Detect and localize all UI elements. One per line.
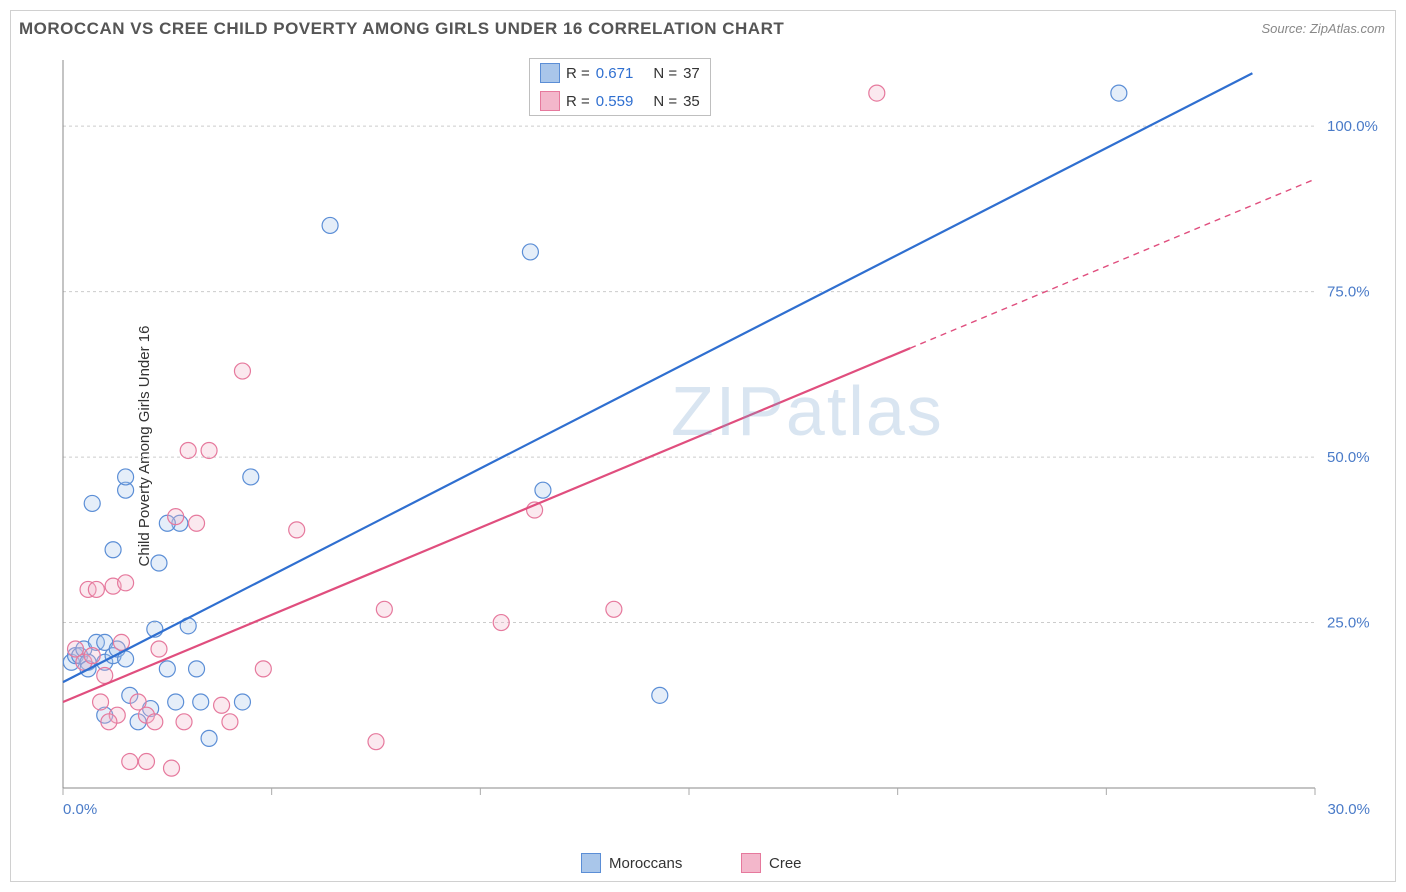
y-tick-label: 50.0%	[1327, 449, 1370, 466]
scatter-point	[1111, 85, 1127, 101]
source-label: Source: ZipAtlas.com	[1261, 21, 1385, 36]
scatter-point	[176, 714, 192, 730]
legend-label: Cree	[769, 855, 802, 872]
scatter-point	[652, 687, 668, 703]
scatter-point	[159, 661, 175, 677]
scatter-point	[93, 694, 109, 710]
scatter-point	[222, 714, 238, 730]
legend-r-value: 0.671	[596, 65, 634, 82]
scatter-point	[164, 760, 180, 776]
scatter-point	[255, 661, 271, 677]
legend-swatch	[540, 63, 560, 83]
legend-swatch	[540, 91, 560, 111]
legend-label: Moroccans	[609, 855, 682, 872]
y-tick-label: 25.0%	[1327, 615, 1370, 632]
scatter-point	[289, 522, 305, 538]
scatter-point	[376, 601, 392, 617]
scatter-point	[151, 641, 167, 657]
scatter-point	[869, 85, 885, 101]
scatter-point	[105, 542, 121, 558]
plot-area: 25.0% 50.0% 75.0% 100.0% 0.0% 30.0%	[59, 56, 1385, 828]
legend-item-moroccans: Moroccans	[581, 853, 682, 873]
scatter-point	[522, 244, 538, 260]
scatter-point	[118, 575, 134, 591]
scatter-point	[234, 363, 250, 379]
scatter-point	[193, 694, 209, 710]
y-tick-label: 75.0%	[1327, 284, 1370, 301]
scatter-point	[151, 555, 167, 571]
scatter-point	[168, 509, 184, 525]
scatter-point	[147, 714, 163, 730]
chart-svg: 25.0% 50.0% 75.0% 100.0% 0.0% 30.0%	[59, 56, 1385, 828]
legend-r-label: R =	[566, 65, 590, 82]
scatter-point	[606, 601, 622, 617]
scatter-point	[214, 697, 230, 713]
scatter-point	[180, 442, 196, 458]
legend-n-value: 35	[683, 93, 700, 110]
scatter-point	[138, 754, 154, 770]
scatter-point	[88, 581, 104, 597]
scatter-point	[189, 515, 205, 531]
scatter-point	[113, 634, 129, 650]
scatter-point	[84, 648, 100, 664]
legend-n-label: N =	[653, 93, 677, 110]
scatter-point	[122, 754, 138, 770]
scatter-point	[201, 730, 217, 746]
legend-r-value: 0.559	[596, 93, 634, 110]
scatter-point	[201, 442, 217, 458]
scatter-point	[368, 734, 384, 750]
scatter-point	[322, 217, 338, 233]
legend-r-label: R =	[566, 93, 590, 110]
scatter-point	[234, 694, 250, 710]
scatter-point	[118, 469, 134, 485]
scatter-point	[101, 714, 117, 730]
legend-item-cree: Cree	[741, 853, 802, 873]
scatter-point	[168, 694, 184, 710]
scatter-point	[84, 495, 100, 511]
legend-n-value: 37	[683, 65, 700, 82]
stats-legend: R = 0.671 N = 37 R = 0.559 N = 35	[529, 58, 711, 116]
legend-row: R = 0.671 N = 37	[530, 59, 710, 87]
y-tick-label: 100.0%	[1327, 118, 1378, 135]
regression-line-dashed	[910, 179, 1315, 348]
chart-title: MOROCCAN VS CREE CHILD POVERTY AMONG GIR…	[19, 19, 784, 39]
scatter-point	[535, 482, 551, 498]
legend-swatch	[581, 853, 601, 873]
x-tick-label: 0.0%	[63, 801, 97, 818]
scatter-point	[189, 661, 205, 677]
x-tick-label: 30.0%	[1327, 801, 1370, 818]
scatter-point	[243, 469, 259, 485]
legend-n-label: N =	[653, 65, 677, 82]
legend-row: R = 0.559 N = 35	[530, 87, 710, 115]
chart-container: MOROCCAN VS CREE CHILD POVERTY AMONG GIR…	[10, 10, 1396, 882]
scatter-point	[493, 615, 509, 631]
legend-swatch	[741, 853, 761, 873]
